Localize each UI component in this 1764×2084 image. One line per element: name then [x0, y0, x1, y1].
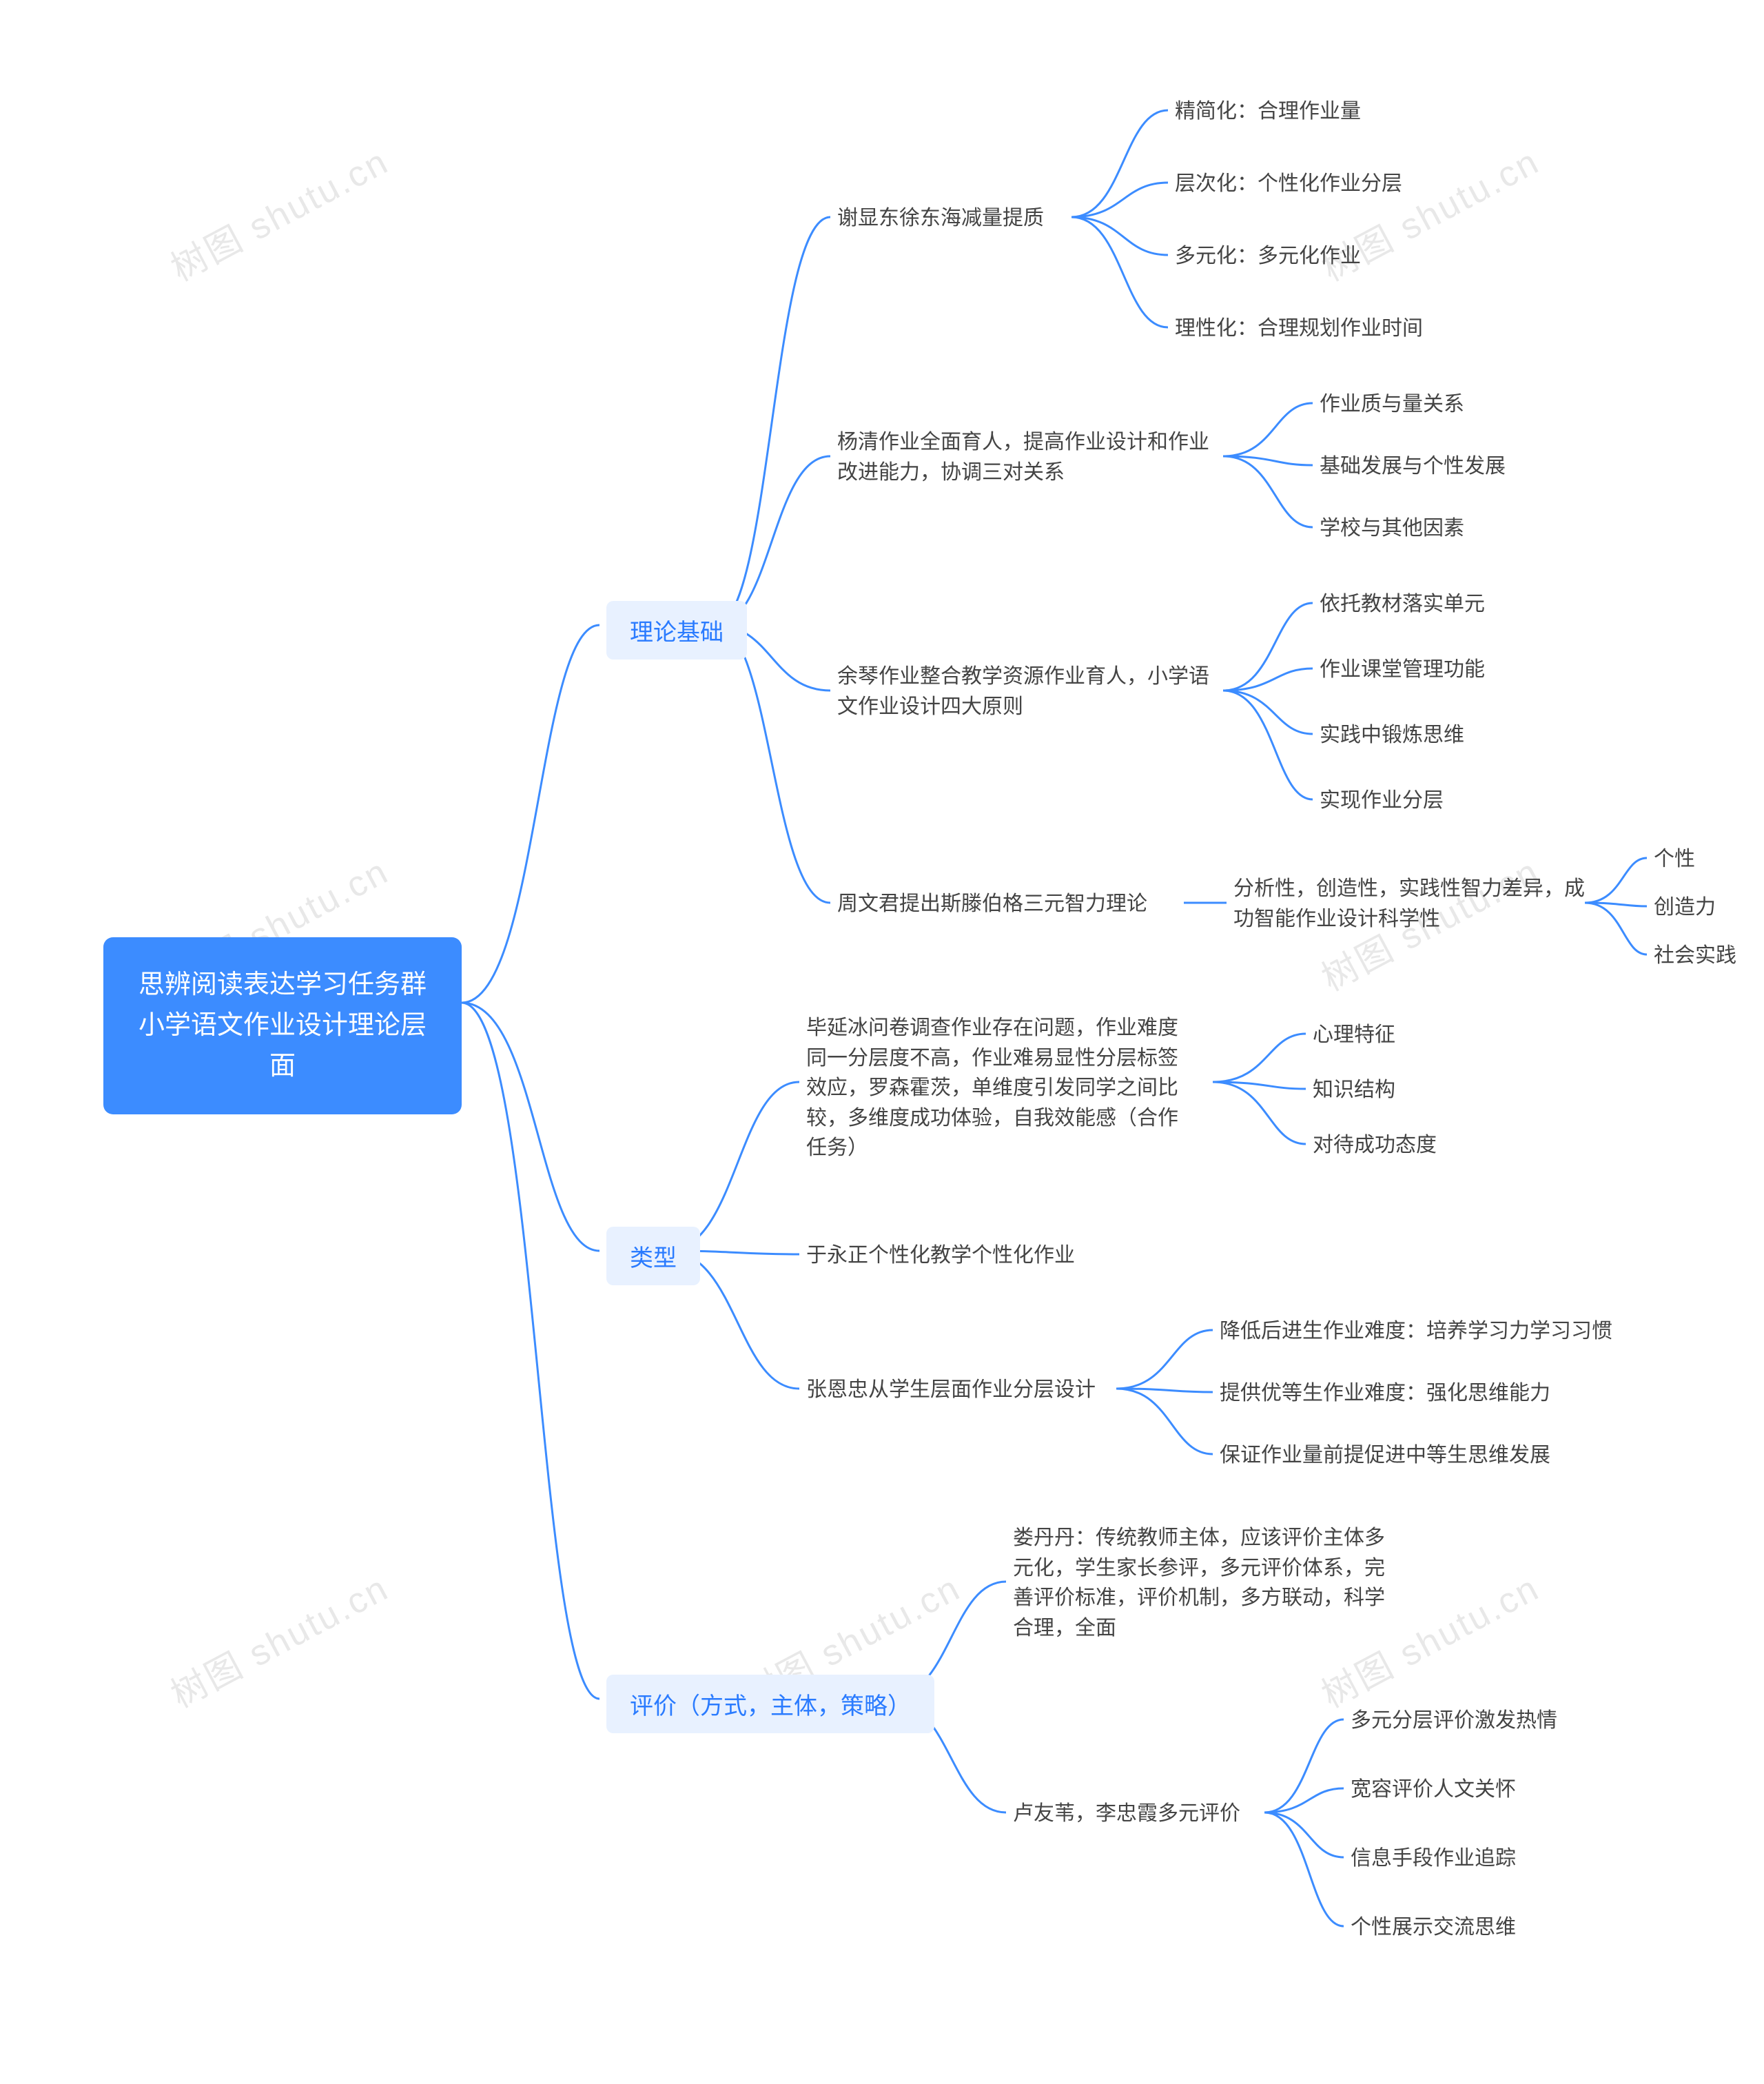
theory-n2[interactable]: 杨清作业全面育人，提高作业设计和作业改进能力，协调三对关系: [837, 427, 1223, 487]
type-n2-label: 于永正个性化教学个性化作业: [806, 1240, 1075, 1271]
type-n3-a[interactable]: 降低后进生作业难度：培养学习力学习习惯: [1220, 1316, 1612, 1347]
label: 作业质与量关系: [1320, 389, 1464, 420]
theory-n4-label: 周文君提出斯滕伯格三元智力理论: [837, 889, 1147, 919]
theory-n4-bridge[interactable]: 分析性，创造性，实践性智力差异，成功智能作业设计科学性: [1233, 874, 1585, 934]
root-node[interactable]: 思辨阅读表达学习任务群小学语文作业设计理论层面: [103, 937, 462, 1114]
type-n1-c[interactable]: 对待成功态度: [1313, 1130, 1437, 1161]
l1-evaluation-label: 评价（方式，主体，策略）: [630, 1687, 911, 1721]
label: 保证作业量前提促进中等生思维发展: [1220, 1440, 1550, 1471]
theory-n1-a[interactable]: 精简化：合理作业量: [1175, 96, 1361, 127]
theory-n1-b[interactable]: 层次化：个性化作业分层: [1175, 169, 1402, 199]
l1-type[interactable]: 类型: [606, 1227, 700, 1285]
theory-n4-a[interactable]: 个性: [1654, 844, 1695, 875]
theory-n1-c[interactable]: 多元化：多元化作业: [1175, 241, 1361, 272]
label: 分析性，创造性，实践性智力差异，成功智能作业设计科学性: [1233, 874, 1585, 934]
theory-n2-label: 杨清作业全面育人，提高作业设计和作业改进能力，协调三对关系: [837, 427, 1223, 487]
watermark: 树图 shutu.cn: [161, 133, 397, 292]
theory-n4-c[interactable]: 社会实践: [1654, 941, 1736, 971]
type-n2[interactable]: 于永正个性化教学个性化作业: [806, 1240, 1075, 1271]
type-n3-label: 张恩忠从学生层面作业分层设计: [806, 1375, 1096, 1405]
label: 知识结构: [1313, 1075, 1395, 1105]
l1-theory[interactable]: 理论基础: [606, 601, 747, 660]
eval-n2-b[interactable]: 宽容评价人文关怀: [1351, 1775, 1516, 1805]
label: 精简化：合理作业量: [1175, 96, 1361, 127]
label: 提供优等生作业难度：强化思维能力: [1220, 1378, 1550, 1409]
theory-n2-b[interactable]: 基础发展与个性发展: [1320, 451, 1506, 482]
theory-n4[interactable]: 周文君提出斯滕伯格三元智力理论: [837, 889, 1147, 919]
eval-n1-label: 娄丹丹：传统教师主体，应该评价主体多元化，学生家长参评，多元评价体系，完善评价标…: [1013, 1523, 1399, 1643]
l1-evaluation[interactable]: 评价（方式，主体，策略）: [606, 1675, 934, 1733]
label: 降低后进生作业难度：培养学习力学习习惯: [1220, 1316, 1612, 1347]
label: 依托教材落实单元: [1320, 589, 1485, 620]
label: 多元分层评价激发热情: [1351, 1706, 1557, 1736]
type-n1-b[interactable]: 知识结构: [1313, 1075, 1395, 1105]
l1-theory-label: 理论基础: [630, 613, 724, 647]
theory-n1-label: 谢显东徐东海减量提质: [837, 203, 1044, 234]
theory-n2-a[interactable]: 作业质与量关系: [1320, 389, 1464, 420]
eval-n2-c[interactable]: 信息手段作业追踪: [1351, 1843, 1516, 1874]
label: 个性: [1654, 844, 1695, 875]
theory-n2-c[interactable]: 学校与其他因素: [1320, 513, 1464, 544]
eval-n2[interactable]: 卢友苇，李忠霞多元评价: [1013, 1799, 1240, 1829]
theory-n1[interactable]: 谢显东徐东海减量提质: [837, 203, 1044, 234]
label: 实践中锻炼思维: [1320, 720, 1464, 750]
watermark: 树图 shutu.cn: [161, 1560, 397, 1718]
theory-n3-label: 余琴作业整合教学资源作业育人，小学语文作业设计四大原则: [837, 662, 1223, 722]
theory-n3[interactable]: 余琴作业整合教学资源作业育人，小学语文作业设计四大原则: [837, 662, 1223, 722]
l1-type-label: 类型: [630, 1239, 677, 1273]
label: 学校与其他因素: [1320, 513, 1464, 544]
type-n1[interactable]: 毕延冰问卷调查作业存在问题，作业难度同一分层度不高，作业难易显性分层标签效应，罗…: [806, 1013, 1192, 1163]
theory-n3-c[interactable]: 实践中锻炼思维: [1320, 720, 1464, 750]
label: 基础发展与个性发展: [1320, 451, 1506, 482]
label: 社会实践: [1654, 941, 1736, 971]
label: 对待成功态度: [1313, 1130, 1437, 1161]
label: 信息手段作业追踪: [1351, 1843, 1516, 1874]
theory-n3-b[interactable]: 作业课堂管理功能: [1320, 655, 1485, 685]
label: 创造力: [1654, 892, 1716, 923]
label: 理性化：合理规划作业时间: [1175, 314, 1423, 344]
label: 心理特征: [1313, 1020, 1395, 1050]
label: 宽容评价人文关怀: [1351, 1775, 1516, 1805]
label: 个性展示交流思维: [1351, 1912, 1516, 1943]
eval-n2-label: 卢友苇，李忠霞多元评价: [1013, 1799, 1240, 1829]
type-n1-a[interactable]: 心理特征: [1313, 1020, 1395, 1050]
label: 多元化：多元化作业: [1175, 241, 1361, 272]
eval-n2-a[interactable]: 多元分层评价激发热情: [1351, 1706, 1557, 1736]
label: 层次化：个性化作业分层: [1175, 169, 1402, 199]
type-n3-b[interactable]: 提供优等生作业难度：强化思维能力: [1220, 1378, 1550, 1409]
label: 实现作业分层: [1320, 786, 1444, 816]
eval-n1[interactable]: 娄丹丹：传统教师主体，应该评价主体多元化，学生家长参评，多元评价体系，完善评价标…: [1013, 1523, 1399, 1643]
theory-n3-a[interactable]: 依托教材落实单元: [1320, 589, 1485, 620]
label: 作业课堂管理功能: [1320, 655, 1485, 685]
theory-n3-d[interactable]: 实现作业分层: [1320, 786, 1444, 816]
theory-n4-b[interactable]: 创造力: [1654, 892, 1716, 923]
eval-n2-d[interactable]: 个性展示交流思维: [1351, 1912, 1516, 1943]
type-n3[interactable]: 张恩忠从学生层面作业分层设计: [806, 1375, 1096, 1405]
theory-n1-d[interactable]: 理性化：合理规划作业时间: [1175, 314, 1423, 344]
type-n3-c[interactable]: 保证作业量前提促进中等生思维发展: [1220, 1440, 1550, 1471]
root-label: 思辨阅读表达学习任务群小学语文作业设计理论层面: [131, 965, 434, 1087]
type-n1-label: 毕延冰问卷调查作业存在问题，作业难度同一分层度不高，作业难易显性分层标签效应，罗…: [806, 1013, 1192, 1163]
